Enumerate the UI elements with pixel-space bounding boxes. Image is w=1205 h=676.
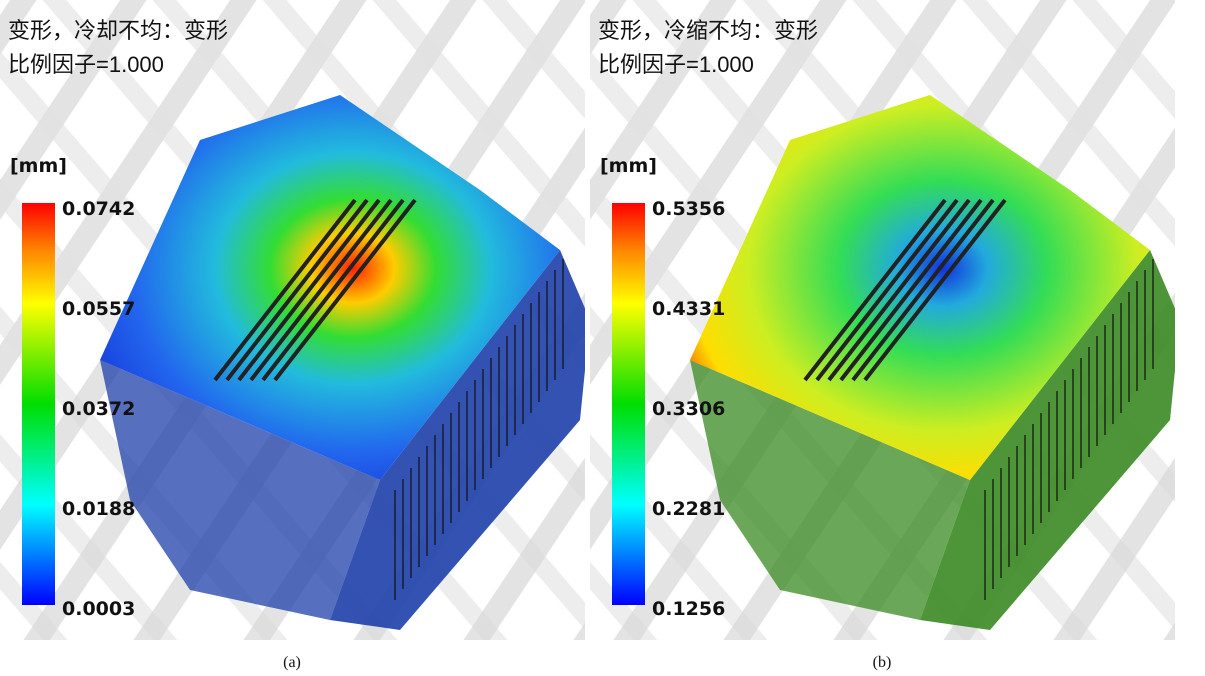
caption: (a) — [283, 654, 301, 671]
legend-label: 0.5356 — [652, 198, 725, 220]
legend-unit: [mm] — [600, 155, 657, 177]
legend-label: 0.0557 — [62, 298, 135, 320]
colorbar — [612, 203, 645, 605]
legend-unit: [mm] — [10, 155, 67, 177]
legend-label: 0.0372 — [62, 398, 135, 420]
legend-label: 0.3306 — [652, 398, 725, 420]
legend-label: 0.4331 — [652, 298, 725, 320]
legend-label: 0.2281 — [652, 498, 725, 520]
legend-label: 0.0003 — [62, 598, 135, 620]
title-line: 变形，冷缩不均：变形 — [598, 18, 818, 43]
figure: 变形，冷却不均：变形比例因子=1.000[mm]0.07420.05570.03… — [0, 0, 1205, 676]
legend-label: 0.0742 — [62, 198, 135, 220]
colorbar — [22, 203, 55, 605]
caption: (b) — [873, 654, 892, 671]
title-line: 比例因子=1.000 — [8, 52, 164, 77]
title-line: 比例因子=1.000 — [598, 52, 754, 77]
title-line: 变形，冷却不均：变形 — [8, 18, 228, 43]
legend-label: 0.0188 — [62, 498, 135, 520]
legend-label: 0.1256 — [652, 598, 725, 620]
